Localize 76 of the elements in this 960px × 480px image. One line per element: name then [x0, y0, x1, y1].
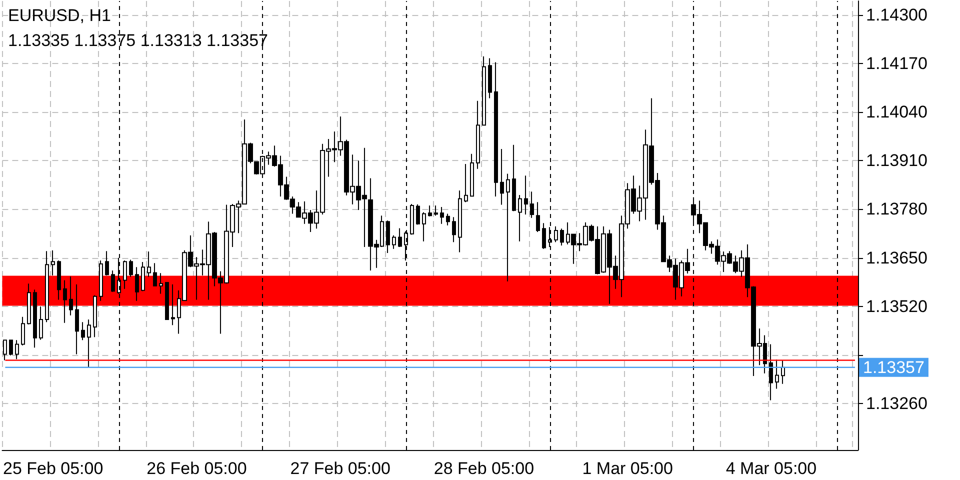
candlestick: [476, 100, 480, 170]
candlestick: [39, 306, 43, 340]
candlestick: [775, 359, 779, 390]
candlestick: [524, 175, 528, 215]
candlestick: [452, 216, 456, 243]
candlestick: [93, 294, 97, 338]
candlestick: [536, 202, 540, 233]
x-tick-label: 1 Mar 05:00: [582, 459, 673, 478]
candlestick: [135, 266, 139, 302]
candlestick: [111, 270, 115, 292]
candlestick: [781, 360, 785, 384]
y-tick-label: 1.13780: [866, 200, 928, 219]
x-tick-label: 28 Feb 05:00: [434, 459, 534, 478]
candlestick: [81, 322, 85, 341]
candlestick: [99, 260, 103, 302]
candlestick: [141, 261, 145, 292]
candlestick: [554, 226, 558, 243]
candlestick: [398, 228, 402, 248]
candlestick: [542, 222, 546, 250]
candlestick: [482, 56, 486, 126]
candlestick: [470, 153, 474, 198]
candlestick: [494, 62, 498, 198]
y-tick-label: 1.14170: [866, 54, 928, 73]
candlestick: [410, 204, 414, 236]
candlestick: [3, 339, 7, 361]
y-tick-label: 1.13910: [866, 151, 928, 170]
candlestick: [33, 289, 37, 348]
candlestick: [123, 260, 127, 290]
text: 1.13335 1.13375 1.13313 1.13357: [8, 31, 268, 50]
y-tick-label: 1.14300: [866, 5, 928, 24]
candlestick: [63, 280, 67, 324]
candlestick: [69, 276, 73, 316]
candlestick: [416, 204, 420, 226]
candlestick: [87, 319, 91, 368]
y-tick-label: 1.14040: [866, 102, 928, 122]
candlestick: [488, 58, 492, 99]
candlestick: [165, 282, 169, 320]
y-tick-label: 1.13650: [866, 248, 928, 268]
candlestick: [560, 228, 564, 246]
x-tick-label: 25 Feb 05:00: [2, 459, 104, 478]
candlestick: [434, 205, 438, 216]
chart-title: EURUSD, H1: [8, 6, 111, 25]
candlestick: [9, 340, 13, 356]
x-tick-label: 4 Mar 05:00: [726, 459, 817, 478]
candlestick: [57, 260, 61, 300]
candlestick: [392, 234, 396, 250]
candlestick: [21, 316, 25, 346]
candlestick: [159, 272, 163, 294]
candlestick: [27, 283, 31, 325]
candlestick: [147, 250, 151, 278]
x-tick-label: 26 Feb 05:00: [146, 459, 247, 478]
candlestick: [464, 164, 468, 203]
y-tick-label: 1.13260: [866, 394, 928, 414]
candlestick: [512, 144, 516, 212]
candlestick: [506, 173, 510, 282]
candlestick: [129, 259, 133, 278]
candlestick: [446, 213, 450, 226]
candlestick: [530, 191, 534, 218]
y-tick-label: 1.13520: [866, 296, 928, 316]
candlestick: [518, 194, 522, 242]
candlestick: [769, 344, 773, 401]
candlestick: [51, 250, 55, 276]
candlestick: [428, 205, 432, 217]
candlestick: [386, 220, 390, 254]
candlestick: [500, 148, 504, 206]
x-tick-label: 27 Feb 05:00: [290, 459, 390, 478]
candlestick: [105, 250, 109, 276]
candlestick: [75, 284, 79, 355]
candlestick: [458, 190, 462, 253]
candlestick: [440, 206, 444, 224]
candlestick: [15, 340, 19, 360]
ref-line-label: 1.13357: [863, 358, 924, 377]
candlestick: [153, 262, 157, 287]
candlestick: [45, 250, 49, 323]
candlestick: [422, 212, 426, 242]
candlestick: [171, 284, 175, 326]
